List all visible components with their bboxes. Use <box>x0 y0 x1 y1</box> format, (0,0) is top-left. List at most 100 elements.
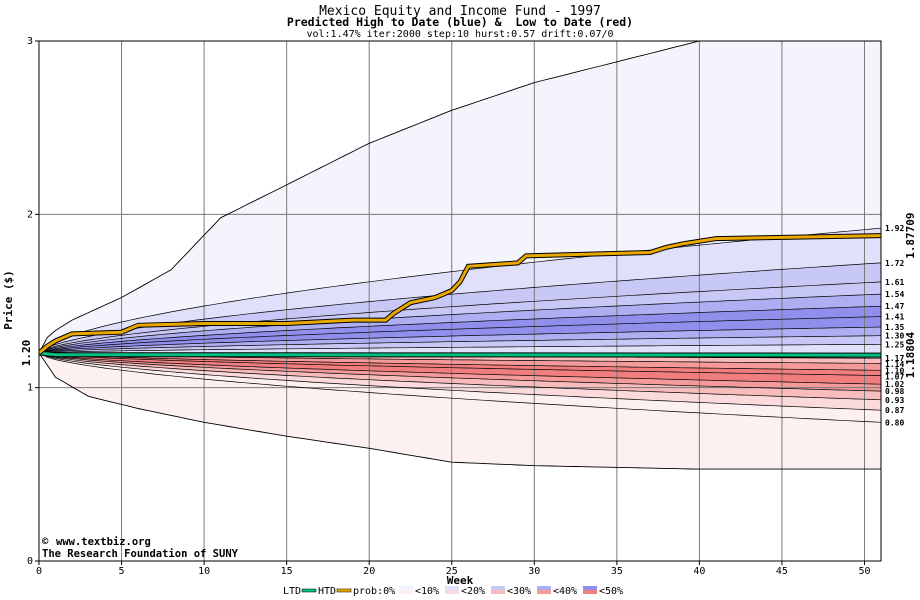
band-high-3 <box>39 281 881 353</box>
legend-bin-label: <10% <box>415 586 439 597</box>
chart-params: vol:1.47% iter:2000 step:10 hurst:0.57 d… <box>306 29 613 40</box>
legend-bin-label: <50% <box>599 586 623 597</box>
y-axis-label: Price ($) <box>2 270 15 330</box>
right-label: 0.98 <box>885 387 904 396</box>
legend-ltd-swatch <box>301 588 317 593</box>
htd-final-label: 1.87709 <box>904 212 917 258</box>
legend-bin-low-swatch <box>583 590 597 594</box>
start-price-label: 1.20 <box>20 340 33 367</box>
x-tick-label: 30 <box>528 566 540 577</box>
right-label: 1.54 <box>885 290 904 299</box>
quantile-curve-15 <box>39 352 881 401</box>
htd-line <box>39 234 881 355</box>
right-label: 0.93 <box>885 396 904 405</box>
band-low-9 <box>39 353 881 470</box>
x-tick-label: 5 <box>119 566 125 577</box>
quantile-curve-6 <box>39 326 881 354</box>
band-high-5 <box>39 306 881 353</box>
right-label: 1.17 <box>885 354 904 363</box>
right-label: 1.30 <box>885 332 904 341</box>
outer-high-curve <box>39 41 881 354</box>
x-tick-label: 25 <box>446 566 458 577</box>
legend-bin-label: <20% <box>461 586 485 597</box>
legend: LTD HTD prob:0% <10% <20% <30% <40% <50% <box>283 586 623 597</box>
quantile-curve-3 <box>39 293 881 354</box>
band-high-2 <box>39 262 881 353</box>
legend-htd-label: HTD <box>318 586 336 597</box>
x-tick-label: 0 <box>36 566 42 577</box>
series <box>39 233 881 358</box>
band-low-3 <box>39 353 881 376</box>
band-high-7 <box>39 327 881 353</box>
quantile-curve-11 <box>39 352 881 371</box>
right-label: 0.80 <box>885 418 904 427</box>
legend-bin-low-swatch <box>445 590 459 594</box>
quantile-curve-7 <box>39 335 881 354</box>
x-axis-label: Week <box>447 574 474 587</box>
right-label: 1.61 <box>885 278 904 287</box>
legend-bin-low-swatch <box>491 590 505 594</box>
axis-ticks: 0 5 10 15 20 25 30 35 40 45 50 0 1 2 3 <box>27 36 871 577</box>
legend-bin-low-swatch <box>537 590 551 594</box>
quantile-curve-14 <box>39 352 881 392</box>
chart-title: Mexico Equity and Income Fund - 1997 <box>319 4 601 19</box>
right-label: 1.25 <box>885 340 904 349</box>
right-label: 1.10 <box>885 366 904 375</box>
x-tick-label: 10 <box>198 566 210 577</box>
right-labels: 1.92 1.72 1.61 1.54 1.47 1.411.351.301.25 1.17… <box>885 224 904 427</box>
x-tick-label: 50 <box>858 566 870 577</box>
band-low-7 <box>39 353 881 411</box>
x-tick-label: 45 <box>776 566 788 577</box>
right-label: 1.47 <box>885 302 904 311</box>
band-low-4 <box>39 353 881 385</box>
copyright-symbol: © <box>42 536 49 548</box>
right-label: 1.72 <box>885 259 904 268</box>
credit-site[interactable]: www.textbiz.org <box>56 536 151 548</box>
band-high-1 <box>39 228 881 353</box>
x-tick-label: 35 <box>611 566 623 577</box>
legend-bin-high-swatch <box>445 586 459 590</box>
x-tick-label: 15 <box>281 566 293 577</box>
quantile-curve-13 <box>39 352 881 385</box>
quantile-curve-0 <box>39 227 881 354</box>
quantile-curve-2 <box>39 281 881 354</box>
legend-bin-high-swatch <box>583 586 597 590</box>
band-high-4 <box>39 294 881 353</box>
quantile-curve-8 <box>39 343 881 354</box>
quantile-curve-17 <box>39 352 881 423</box>
credits: © www.textbiz.org The Research Foundatio… <box>42 536 239 560</box>
quantile-curve-12 <box>39 352 881 376</box>
legend-htd-swatch <box>336 588 352 593</box>
y-tick-label: 0 <box>27 556 33 567</box>
band-low-2 <box>39 353 881 371</box>
y-tick-label: 3 <box>27 36 33 47</box>
legend-bin-low-swatch <box>399 590 413 594</box>
legend-bin-high-swatch <box>491 586 505 590</box>
ltd-line <box>39 351 881 357</box>
quantile-curve-5 <box>39 316 881 354</box>
right-label: 1.92 <box>885 224 904 233</box>
right-label: 1.07 <box>885 372 904 381</box>
y-tick-label: 2 <box>27 209 33 220</box>
legend-bin-label: <30% <box>507 586 531 597</box>
legend-prob-label: prob:0% <box>353 586 395 597</box>
band-high-0 <box>39 41 881 353</box>
right-label: 0.87 <box>885 406 904 415</box>
plot-frame <box>38 40 882 562</box>
quantile-curve-16 <box>39 352 881 411</box>
band-high-6 <box>39 316 881 353</box>
band-high-9 <box>39 344 881 353</box>
band-low-5 <box>39 353 881 392</box>
right-label: 1.41 <box>885 313 904 322</box>
y-tick-label: 1 <box>27 383 33 394</box>
band-high-8 <box>39 335 881 353</box>
x-tick-label: 20 <box>363 566 375 577</box>
outer-low-curve <box>39 352 881 470</box>
chart-subtitle: Predicted High to Date (blue) & Low to D… <box>287 15 633 29</box>
credit-org: The Research Foundation of SUNY <box>42 548 239 560</box>
legend-bin-label: <40% <box>553 586 577 597</box>
right-label: 1.02 <box>885 380 904 389</box>
band-low-8 <box>39 353 881 423</box>
right-label: 1.14 <box>885 360 904 369</box>
